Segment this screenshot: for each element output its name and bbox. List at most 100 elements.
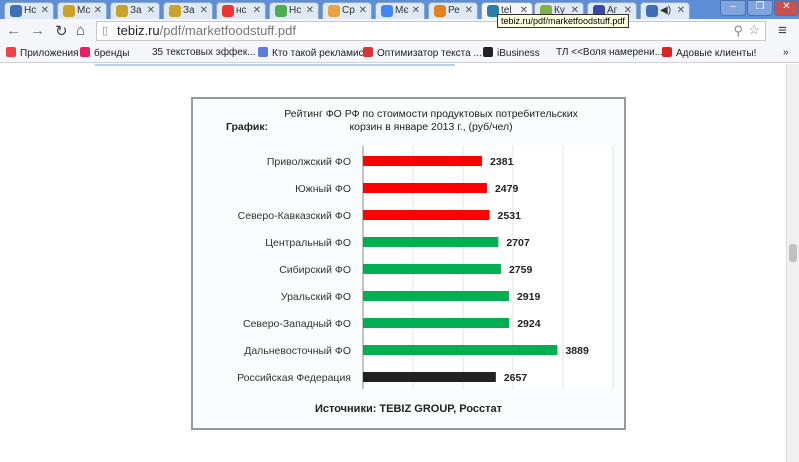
bar	[363, 372, 496, 382]
category-label: Центральный ФО	[265, 237, 351, 249]
close-tab-icon[interactable]: ✕	[519, 5, 528, 16]
back-button[interactable]: ←	[6, 22, 21, 39]
bookmark-item[interactable]: Оптимизатор текста ...	[363, 47, 482, 59]
tab[interactable]: Нс ✕	[4, 2, 54, 19]
bookmark-item[interactable]: бренды	[80, 47, 129, 59]
tab-favicon-icon	[275, 5, 287, 17]
close-tab-icon[interactable]: ✕	[252, 5, 261, 16]
tab[interactable]: За ✕	[163, 2, 213, 19]
forward-button[interactable]: →	[30, 22, 45, 39]
data-label: 3889	[565, 345, 589, 357]
bar	[363, 318, 510, 328]
data-label: 2531	[498, 210, 522, 222]
chart-title: График: Рейтинг ФО РФ по стоимости проду…	[193, 108, 624, 134]
address-bar[interactable]: ▯ tebiz.ru/pdf/marketfoodstuff.pdf ⚲ ☆	[96, 21, 766, 41]
chart-plot: Приволжский ФО 2381 Южный ФО 2479 Северо-Кав…	[237, 146, 614, 389]
bookmark-item[interactable]: Приложения	[6, 47, 79, 59]
close-tab-icon[interactable]: ✕	[93, 5, 102, 16]
more-bookmarks-button[interactable]: »	[783, 47, 789, 58]
tab-favicon-icon	[434, 5, 446, 17]
bar	[363, 210, 490, 220]
bookmark-item[interactable]: 35 текстовых эффек...	[152, 47, 256, 58]
tab-favicon-icon	[63, 5, 75, 17]
bookmark-star-icon[interactable]: ☆	[748, 22, 760, 37]
close-tab-icon[interactable]: ✕	[676, 5, 685, 16]
bar	[363, 291, 509, 301]
bookmark-icon	[6, 47, 16, 57]
data-label: 2759	[509, 264, 533, 276]
tab[interactable]: За ✕	[110, 2, 160, 19]
tab-favicon-icon	[10, 5, 22, 17]
tab[interactable]: ◀) ✕	[640, 2, 690, 19]
bookmark-icon	[483, 47, 493, 57]
bookmark-label: Приложения	[20, 48, 79, 59]
tab[interactable]: Мс ✕	[57, 2, 107, 19]
tab-favicon-icon	[487, 5, 499, 17]
bookmark-item[interactable]: Адовые клиенты!	[662, 47, 756, 59]
close-tab-icon[interactable]: ✕	[464, 5, 473, 16]
tab[interactable]: нс ✕	[216, 2, 266, 19]
tab-label: Нс	[24, 5, 37, 16]
bookmark-item[interactable]: Кто такой рекламист	[258, 47, 368, 59]
bookmarks-bar: Приложения бренды 35 текстовых эффек... Кто…	[0, 43, 799, 63]
tab[interactable]: Нс ✕	[269, 2, 319, 19]
bookmark-label: 35 текстовых эффек...	[152, 47, 256, 58]
close-tab-icon[interactable]: ✕	[623, 5, 632, 16]
tab-label: tel	[501, 5, 512, 16]
reload-button[interactable]: ↻	[55, 23, 68, 40]
bar	[363, 345, 558, 355]
data-label: 2919	[517, 291, 541, 303]
url-host: tebiz.ru	[117, 23, 160, 38]
chart-source: Источники: TEBIZ GROUP, Росстат	[314, 403, 503, 415]
home-button[interactable]: ⌂	[76, 22, 86, 39]
bookmark-label: ТЛ <<Воля намерени...	[556, 47, 664, 58]
zoom-icon[interactable]: ⚲	[733, 23, 743, 38]
tab-favicon-icon	[169, 5, 181, 17]
category-label: Уральский ФО	[281, 291, 351, 303]
tab-label: Нс	[289, 5, 302, 16]
toolbar: ← → ↻ ⌂ ▯ tebiz.ru/pdf/marketfoodstuff.pd…	[0, 19, 799, 43]
bookmark-label: Адовые клиенты!	[676, 48, 757, 59]
close-tab-icon[interactable]: ✕	[146, 5, 155, 16]
close-tab-icon[interactable]: ✕	[305, 5, 314, 16]
bookmark-item[interactable]: iBusiness	[483, 47, 540, 59]
close-tab-icon[interactable]: ✕	[199, 5, 208, 16]
url-path: /pdf/marketfoodstuff.pdf	[159, 23, 296, 38]
tab-label: нс	[236, 5, 247, 16]
tab-favicon-icon	[381, 5, 393, 17]
tab-favicon-icon	[116, 5, 128, 17]
category-label: Северо-Западный ФО	[243, 318, 351, 330]
tab-strip: Нс ✕ Мс ✕ За ✕ За ✕ нс ✕ Нс ✕ Ср ✕ Мє ✕ Ре ✕ tel ✕ Ку ✕ Аг ✕ ◀) ✕	[0, 0, 799, 19]
close-tab-icon[interactable]: ✕	[40, 5, 49, 16]
close-tab-icon[interactable]: ✕	[570, 5, 579, 16]
tab[interactable]: Ср ✕	[322, 2, 372, 19]
scrollbar-thumb[interactable]	[789, 244, 797, 262]
bar	[363, 264, 501, 274]
maximize-button[interactable]: ❐	[747, 0, 773, 16]
scrollbar[interactable]	[786, 64, 799, 462]
tab[interactable]: Мє ✕	[375, 2, 425, 19]
tab[interactable]: Ре ✕	[428, 2, 478, 19]
bookmark-label: iBusiness	[497, 48, 540, 59]
data-label: 2479	[495, 183, 519, 195]
tab-label: За	[130, 5, 142, 16]
close-tab-icon[interactable]: ✕	[411, 5, 420, 16]
bookmark-item[interactable]: ТЛ <<Воля намерени...	[556, 47, 663, 58]
tab-label: Ре	[448, 5, 460, 16]
close-window-button[interactable]: ✕	[774, 0, 799, 16]
bookmark-icon	[258, 47, 268, 57]
tab-label: Ку	[554, 5, 565, 16]
category-label: Северо-Кавказский ФО	[238, 210, 351, 222]
data-label: 2707	[506, 237, 530, 249]
category-label: Сибирский ФО	[279, 264, 351, 276]
data-label: 2381	[490, 156, 514, 168]
tab-favicon-icon	[222, 5, 234, 17]
bar	[363, 237, 499, 247]
close-tab-icon[interactable]: ✕	[358, 5, 367, 16]
bar	[363, 156, 483, 166]
bar	[363, 183, 487, 193]
category-label: Российская Федерация	[237, 372, 351, 384]
chart-title-text: Рейтинг ФО РФ по стоимости продуктовых п…	[284, 108, 578, 133]
minimize-button[interactable]: –	[720, 0, 746, 16]
menu-icon[interactable]: ≡	[778, 22, 787, 39]
